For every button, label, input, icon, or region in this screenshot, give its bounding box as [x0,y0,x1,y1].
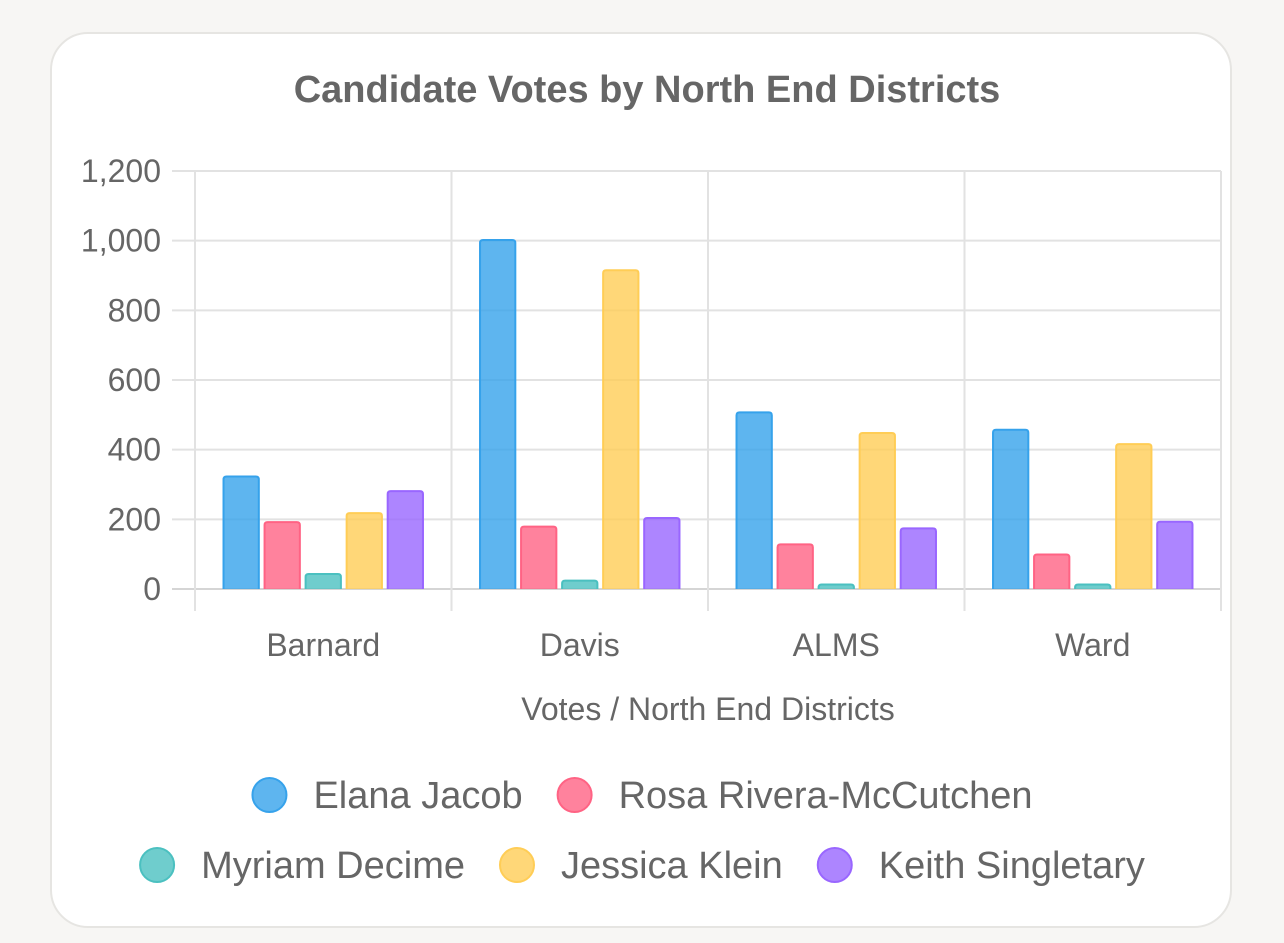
x-tick-label: Barnard [266,627,380,663]
y-tick-label: 200 [108,501,161,537]
x-tick-label: Ward [1055,627,1130,663]
legend-label: Myriam Decime [201,845,465,887]
bar [1115,443,1153,589]
bars [222,238,1194,589]
bar [304,573,342,589]
bar [263,521,301,589]
bar [520,525,558,589]
bar [222,475,260,589]
bar [345,512,383,589]
legend-label: Jessica Klein [561,845,783,887]
y-tick-label: 0 [143,571,161,607]
bar [776,543,814,589]
legend-label: Rosa Rivera-McCutchen [619,775,1033,817]
bar [643,516,681,589]
bar [735,411,773,589]
legend: Elana Jacob Rosa Rivera-McCutchen Myriam D… [139,775,1145,887]
legend-marker [251,777,288,813]
legend-marker [139,847,176,883]
x-axis-ticks: Barnard Davis ALMS Ward [266,627,1130,663]
x-tick-label: ALMS [793,627,880,663]
bar [817,583,855,589]
legend-marker [556,777,593,813]
y-axis-ticks: 0 200 400 600 800 1,000 1,200 [81,153,161,607]
bar [1074,583,1112,589]
bar [1033,553,1071,589]
bar [858,431,896,589]
bar [992,428,1030,589]
bar [899,527,937,589]
grid-lines [172,170,1222,611]
y-tick-label: 1,200 [81,153,161,189]
x-axis-title: Votes / North End Districts [521,691,894,727]
bar [479,238,517,589]
bar [602,269,640,589]
legend-marker [816,847,853,883]
y-tick-label: 600 [108,362,161,398]
y-tick-label: 400 [108,432,161,468]
y-tick-label: 800 [108,292,161,328]
chart-title: Candidate Votes by North End Districts [294,69,1001,111]
y-tick-label: 1,000 [81,223,161,259]
legend-label: Elana Jacob [313,775,522,817]
bar [561,579,599,589]
legend-label: Keith Singletary [879,845,1145,887]
bar [386,490,424,589]
legend-marker [498,847,535,883]
bar [1156,520,1194,589]
x-tick-label: Davis [540,627,620,663]
